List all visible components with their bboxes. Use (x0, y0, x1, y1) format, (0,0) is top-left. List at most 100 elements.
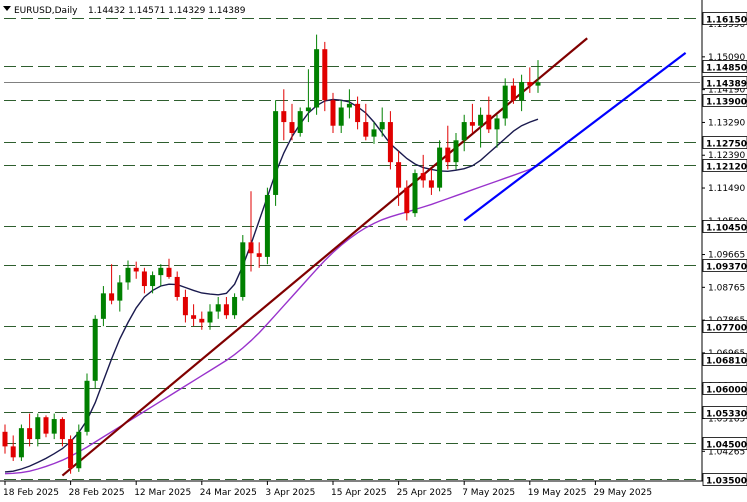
level-tag: 1.12750 (706, 140, 747, 150)
candle-down (420, 173, 426, 181)
candle-up (519, 81, 525, 101)
chevron-down-icon[interactable] (3, 6, 11, 11)
candle-down (289, 122, 295, 134)
time-tick-label: 12 Mar 2025 (134, 488, 191, 498)
candle-up (150, 275, 156, 287)
candle-down (445, 147, 451, 163)
level-tag: 1.04500 (706, 441, 747, 451)
trendline-0 (61, 37, 588, 477)
time-tick-label: 15 Apr 2025 (331, 488, 387, 498)
candle-down (59, 419, 65, 440)
level-tag-box (702, 159, 747, 172)
time-tick-label: 19 May 2025 (528, 488, 587, 498)
candle-down (109, 293, 115, 301)
candle-up (314, 49, 320, 108)
series-line-0 (4, 98, 539, 473)
price-tick-label: 1.08765 (708, 283, 745, 293)
candle-up (125, 267, 131, 283)
horizontal-levels (4, 18, 700, 480)
candle-up (273, 111, 279, 195)
level-tag: 1.03500 (706, 477, 747, 487)
level-tag: 1.10450 (706, 224, 747, 234)
level-tag-box (702, 437, 747, 450)
level-tag: 1.12120 (706, 163, 747, 173)
candle-up (453, 140, 459, 163)
candle-down (355, 103, 361, 123)
candle-up (92, 318, 98, 381)
candle-down (510, 85, 516, 101)
candle-up (84, 380, 90, 432)
level-tags: 1.16150 1.14850 1.13900 1.12750 1.12120 1.104… (702, 12, 747, 487)
level-tag-box (702, 12, 747, 25)
time-tick-labels: 18 Feb 2025 28 Feb 2025 12 Mar 2025 24 Mar … (3, 481, 652, 498)
level-tag-box (702, 220, 747, 233)
candle-up (76, 431, 82, 469)
candle-up (379, 122, 385, 130)
candle-down (191, 315, 197, 319)
level-tag: 1.14850 (706, 64, 747, 74)
price-axis (0, 0, 747, 482)
candle-down (256, 253, 262, 257)
candle-down (363, 122, 369, 137)
trendline-1 (463, 51, 687, 222)
trendlines (61, 37, 687, 477)
indicator-lines (4, 98, 539, 475)
candle-down (68, 439, 74, 469)
candle-up (437, 147, 443, 188)
candle-up (18, 428, 24, 458)
candlesticks (2, 34, 541, 474)
level-tag-box (702, 406, 747, 419)
candle-up (117, 282, 123, 301)
candle-up (100, 293, 106, 319)
candle-down (133, 267, 139, 272)
candle-up (305, 107, 311, 112)
level-tag: 1.05330 (706, 410, 747, 420)
level-tag: 1.06000 (706, 386, 747, 396)
candle-up (478, 114, 484, 126)
time-tick-label: 18 Feb 2025 (3, 488, 59, 498)
level-tag: 1.13900 (706, 98, 747, 108)
price-tick-label: 1.11490 (708, 184, 745, 194)
candle-down (469, 122, 475, 126)
series-line-1 (4, 165, 539, 475)
level-tag: 1.09370 (706, 263, 747, 273)
candle-up (535, 82, 541, 86)
candle-down (166, 267, 172, 277)
time-tick-label: 25 Apr 2025 (397, 488, 453, 498)
candle-up (232, 296, 238, 316)
candle-up (371, 129, 377, 137)
candle-up (240, 242, 246, 297)
price-tick-label: 1.12390 (708, 151, 745, 161)
candle-up (412, 173, 418, 214)
symbol-label: EURUSD,Daily (14, 6, 78, 16)
level-tag: 1.07700 (706, 324, 747, 334)
candle-down (527, 81, 533, 86)
candle-up (51, 419, 57, 434)
candle-up (215, 304, 221, 312)
candle-up (461, 122, 467, 141)
candle-down (322, 49, 328, 101)
candle-down (10, 446, 16, 458)
time-tick-label: 28 Feb 2025 (69, 488, 125, 498)
candle-up (494, 118, 500, 130)
candle-down (199, 318, 205, 323)
time-tick-label: 29 May 2025 (593, 488, 652, 498)
level-tag-box (702, 60, 747, 73)
candle-down (43, 417, 49, 434)
chart-header: EURUSD,Daily 1.14432 1.14571 1.14329 1.1… (3, 6, 246, 16)
candle-down (2, 431, 8, 447)
candle-down (330, 100, 336, 126)
price-tick-label: 1.14190 (708, 86, 745, 96)
candle-down (281, 111, 287, 123)
price-tick-label: 1.15990 (708, 20, 745, 30)
level-tag-box (702, 136, 747, 149)
candle-down (174, 276, 180, 297)
candle-down (387, 122, 393, 163)
price-tick-label: 1.05165 (708, 415, 745, 425)
level-tag-box (702, 94, 747, 107)
price-tick-label: 1.13290 (708, 118, 745, 128)
level-tag-box (702, 382, 747, 395)
candle-down (141, 271, 147, 287)
candle-down (428, 180, 434, 188)
